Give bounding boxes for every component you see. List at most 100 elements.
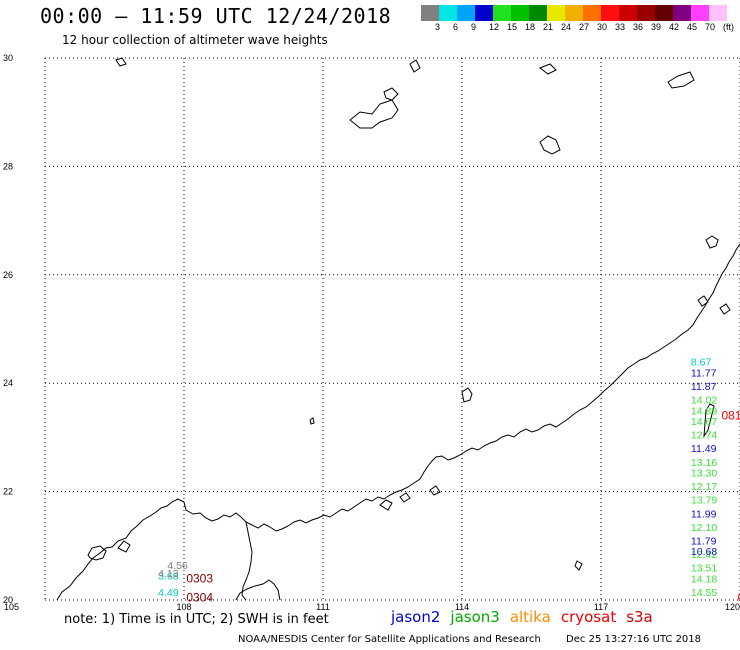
footer-note: note: 1) Time is in UTC; 2) SWH is in fe…	[64, 612, 329, 627]
legend-swatch	[439, 5, 457, 21]
satellite-legend: jason2 jason3 altika cryosat s3a	[391, 608, 663, 626]
wave-height-label: 13.30	[691, 468, 717, 480]
chart-title: 00:00 – 11:59 UTC 12/24/2018	[40, 4, 392, 28]
legend-label: 3	[435, 22, 441, 32]
lake-2	[383, 87, 399, 101]
lake-1	[349, 99, 399, 129]
wave-height-label: 11.79	[691, 535, 717, 547]
wave-height-label: 12.10	[691, 522, 717, 534]
wave-height-label: 13.51	[691, 562, 717, 574]
color-scale-legend	[421, 5, 727, 21]
lake-7	[115, 57, 127, 67]
legend-label: 42	[669, 22, 680, 32]
island-dot-1	[574, 560, 583, 571]
coast-leizhou	[241, 521, 253, 601]
wave-height-label: 14.55	[691, 587, 717, 599]
pass-label: 08	[738, 590, 740, 604]
legend-label: 70	[705, 22, 716, 32]
pass-label: 0818	[721, 409, 740, 423]
legend-label: 12	[489, 22, 500, 32]
wave-height-label: 14.18	[691, 573, 717, 585]
legend-label: 9	[471, 22, 477, 32]
satellite-name: jason3	[450, 608, 500, 626]
y-axis-ticks: 30 28 26 24 22 20	[3, 53, 13, 605]
x-tick-label: 120	[725, 602, 740, 612]
satellite-name: jason2	[391, 608, 441, 626]
legend-label: 6	[453, 22, 459, 32]
grid-lines	[44, 57, 740, 601]
wave-height-label: 11.99	[691, 508, 717, 520]
pass-label: 0303	[186, 571, 213, 585]
legend-label: 27	[579, 22, 590, 32]
island-fj-2	[697, 295, 709, 307]
wave-height-label: 14.02	[691, 394, 717, 406]
y-tick-label: 28	[3, 161, 13, 171]
y-tick-label: 26	[3, 270, 13, 280]
legend-label: 39	[651, 22, 662, 32]
legend-swatch	[673, 5, 691, 21]
wave-height-label: 3.68	[158, 571, 179, 583]
y-tick-label: 20	[3, 595, 13, 605]
satellite-name: s3a	[626, 608, 653, 626]
legend-swatch	[601, 5, 619, 21]
x-tick-label: 114	[455, 602, 469, 612]
legend-swatch	[655, 5, 673, 21]
legend-swatch	[475, 5, 493, 21]
lake-5	[538, 63, 557, 75]
legend-swatch	[457, 5, 475, 21]
legend-label: 21	[543, 22, 554, 32]
legend-swatch	[565, 5, 583, 21]
wave-height-label: 11.49	[691, 443, 717, 455]
x-tick-label: 108	[176, 602, 191, 612]
pass-labels: 0303 0304 0818 08	[186, 409, 740, 605]
island-fj-3	[719, 303, 731, 315]
legend-label: (ft)	[723, 22, 734, 32]
legend-label: 36	[633, 22, 644, 32]
color-scale-labels: 3 6 9 12 15 18 21 24 27 30 33 36 39 42 45 70 (ft)	[421, 22, 740, 34]
wave-height-label: 12.42	[691, 549, 717, 561]
lake-8	[309, 417, 315, 425]
legend-swatch	[583, 5, 601, 21]
coast-tonkin	[87, 545, 107, 561]
legend-swatch	[691, 5, 709, 21]
footer-credit: NOAA/NESDIS Center for Satellite Applica…	[238, 634, 723, 645]
wave-height-label: 4.13	[158, 568, 179, 580]
coast-hainan	[235, 579, 281, 601]
coast-tonkin-2	[117, 540, 131, 553]
wave-height-label: 14.89	[691, 405, 717, 417]
wave-height-label: 12.74	[691, 430, 717, 442]
wave-height-label: 11.87	[691, 381, 717, 393]
legend-label: 33	[615, 22, 626, 32]
wave-height-label: 13.79	[691, 495, 717, 507]
legend-label: 15	[507, 22, 518, 32]
island-prd-2	[399, 492, 411, 503]
y-tick-label: 30	[3, 53, 13, 63]
island-prd-3	[429, 485, 441, 496]
credit-org: NOAA/NESDIS Center for Satellite Applica…	[238, 634, 541, 645]
island-prd-1	[379, 499, 393, 511]
x-tick-label: 105	[4, 602, 19, 612]
satellite-name: cryosat	[560, 608, 617, 626]
legend-label: 18	[525, 22, 536, 32]
x-axis-ticks: 105 108 111 114 117 120	[4, 602, 740, 612]
wave-height-label: 11.77	[691, 367, 717, 379]
satellite-name: altika	[509, 608, 551, 626]
pass-label: 0304	[186, 590, 213, 604]
legend-label: 24	[561, 22, 572, 32]
wave-height-label: 4.56	[167, 560, 188, 572]
x-tick-label: 117	[594, 602, 608, 612]
lake-4	[667, 71, 695, 89]
legend-swatch	[619, 5, 637, 21]
coastline	[56, 57, 740, 601]
y-tick-label: 24	[3, 378, 13, 388]
legend-swatch	[709, 5, 727, 21]
legend-swatch	[529, 5, 547, 21]
wave-height-label: 13.16	[691, 457, 717, 469]
wave-height-label: 12.17	[691, 481, 717, 493]
legend-swatch	[511, 5, 529, 21]
coast-mainland	[56, 243, 740, 601]
wave-height-label: 10.68	[691, 546, 717, 558]
lake-6	[409, 59, 421, 73]
